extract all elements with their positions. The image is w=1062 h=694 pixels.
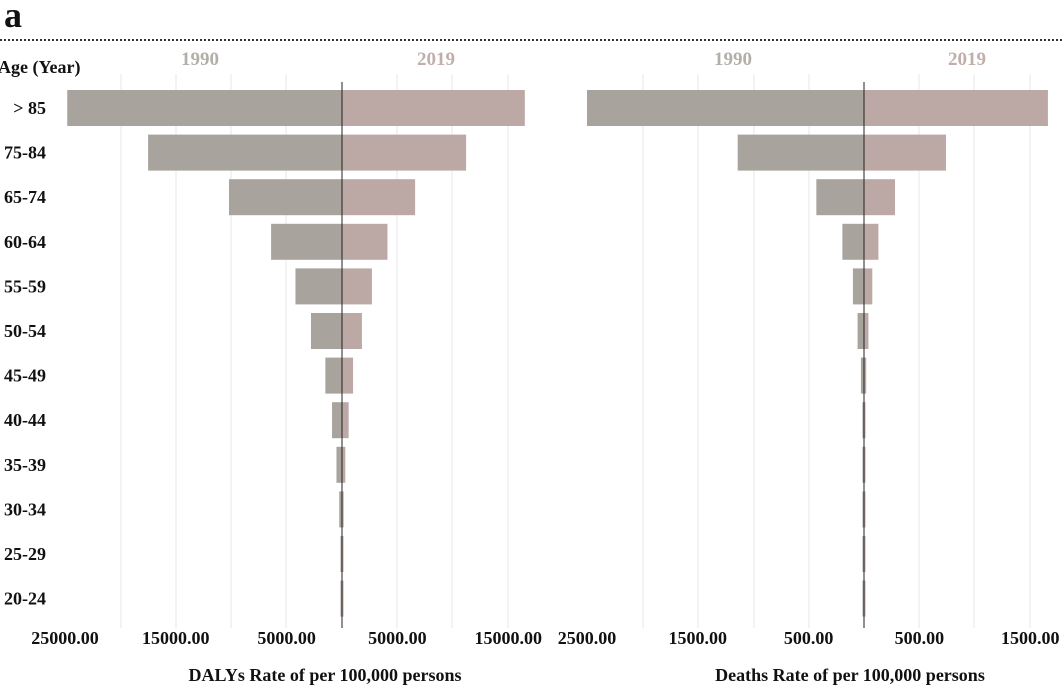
bar-1990 [336, 446, 342, 483]
bar-2019 [864, 536, 866, 572]
bar-1990 [737, 134, 864, 171]
bar-2019 [342, 446, 346, 483]
age-header: Age (Year) [0, 57, 80, 78]
x-axis-label: Deaths Rate of per 100,000 persons [715, 665, 985, 685]
bar-1990 [862, 536, 864, 572]
bar-2019 [864, 313, 869, 349]
bar-1990 [857, 313, 864, 349]
bar-2019 [864, 179, 896, 216]
bar-2019 [864, 491, 866, 528]
tick-label: 15000.00 [142, 628, 210, 648]
bar-1990 [325, 357, 342, 394]
age-label: 45-49 [4, 366, 46, 386]
age-label: 20-24 [4, 589, 46, 609]
tick-label: 25000.00 [31, 628, 99, 648]
bar-1990 [862, 446, 864, 483]
age-label: 60-64 [4, 232, 46, 252]
bar-2019 [342, 536, 344, 572]
bar-1990 [332, 402, 342, 439]
bar-1990 [67, 90, 342, 126]
year-label-2019: 2019 [948, 49, 986, 70]
bar-2019 [864, 357, 867, 394]
panel-label: a [4, 0, 22, 35]
axis-layer [341, 82, 865, 628]
year-label-2019: 2019 [417, 49, 455, 70]
bar-2019 [864, 580, 866, 617]
age-label: 55-59 [4, 276, 46, 296]
bar-1990 [340, 580, 342, 617]
dotted-separator [0, 39, 1062, 41]
tick-label: 500.00 [895, 628, 945, 648]
bar-1990 [862, 402, 864, 439]
year-label-1990: 1990 [714, 49, 752, 70]
bar-1990 [860, 357, 864, 394]
bar-1990 [862, 491, 864, 528]
bar-2019 [342, 90, 525, 126]
bar-1990 [310, 313, 342, 349]
age-label: 75-84 [4, 143, 46, 163]
tick-label: 1500.00 [1001, 628, 1060, 648]
age-label: 35-39 [4, 455, 46, 475]
bar-2019 [342, 134, 467, 171]
age-label: 25-29 [4, 544, 46, 564]
bars-layer [67, 90, 1048, 617]
bar-2019 [864, 90, 1048, 126]
bar-2019 [342, 491, 344, 528]
age-label: > 85 [13, 98, 46, 118]
tick-label: 15000.00 [474, 628, 542, 648]
bar-2019 [342, 223, 388, 260]
bar-2019 [864, 446, 866, 483]
bar-2019 [342, 313, 362, 349]
age-label: 50-54 [4, 321, 46, 341]
tick-label: 1500.00 [669, 628, 728, 648]
bar-1990 [228, 179, 342, 216]
bar-2019 [864, 268, 873, 305]
x-axis-label: DALYs Rate of per 100,000 persons [188, 665, 461, 685]
year-label-1990: 1990 [181, 49, 219, 70]
bar-2019 [342, 402, 349, 439]
labels-layer: Age (Year) 1990 2019 > 85 75-84 65-74 60-64 55… [0, 49, 1059, 685]
bar-2019 [864, 223, 879, 260]
bar-1990 [340, 536, 342, 572]
bar-2019 [342, 179, 416, 216]
bar-1990 [852, 268, 864, 305]
age-label: 40-44 [4, 410, 46, 430]
bar-2019 [342, 357, 354, 394]
bar-1990 [862, 580, 864, 617]
bar-1990 [816, 179, 864, 216]
tick-label: 5000.00 [257, 628, 316, 648]
age-label: 30-34 [4, 499, 46, 519]
bar-1990 [295, 268, 342, 305]
bar-1990 [587, 90, 864, 126]
tick-label: 5000.00 [368, 628, 427, 648]
bar-2019 [342, 268, 372, 305]
bar-1990 [148, 134, 342, 171]
tick-label: 2500.00 [558, 628, 617, 648]
tick-label: 500.00 [784, 628, 834, 648]
bar-2019 [342, 580, 344, 617]
age-label: 65-74 [4, 187, 46, 207]
bar-1990 [339, 491, 342, 528]
bar-2019 [864, 134, 946, 171]
bar-1990 [842, 223, 864, 260]
bar-2019 [864, 402, 866, 439]
bar-1990 [271, 223, 342, 260]
